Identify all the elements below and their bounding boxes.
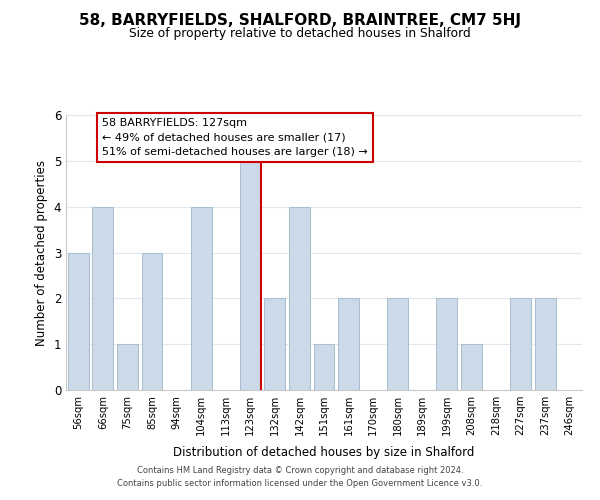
Bar	[68, 252, 89, 390]
Text: Contains HM Land Registry data © Crown copyright and database right 2024.
Contai: Contains HM Land Registry data © Crown c…	[118, 466, 482, 487]
Bar	[240, 161, 261, 390]
Bar	[289, 206, 310, 390]
Bar	[265, 298, 286, 390]
Bar	[387, 298, 408, 390]
Bar	[117, 344, 138, 390]
Bar	[436, 298, 457, 390]
Bar	[535, 298, 556, 390]
Bar	[461, 344, 482, 390]
Text: 58, BARRYFIELDS, SHALFORD, BRAINTREE, CM7 5HJ: 58, BARRYFIELDS, SHALFORD, BRAINTREE, CM…	[79, 12, 521, 28]
Bar	[191, 206, 212, 390]
Y-axis label: Number of detached properties: Number of detached properties	[35, 160, 48, 346]
Bar	[92, 206, 113, 390]
Text: 58 BARRYFIELDS: 127sqm
← 49% of detached houses are smaller (17)
51% of semi-det: 58 BARRYFIELDS: 127sqm ← 49% of detached…	[102, 118, 368, 156]
Text: Size of property relative to detached houses in Shalford: Size of property relative to detached ho…	[129, 28, 471, 40]
X-axis label: Distribution of detached houses by size in Shalford: Distribution of detached houses by size …	[173, 446, 475, 460]
Bar	[338, 298, 359, 390]
Bar	[142, 252, 163, 390]
Bar	[314, 344, 334, 390]
Bar	[510, 298, 531, 390]
